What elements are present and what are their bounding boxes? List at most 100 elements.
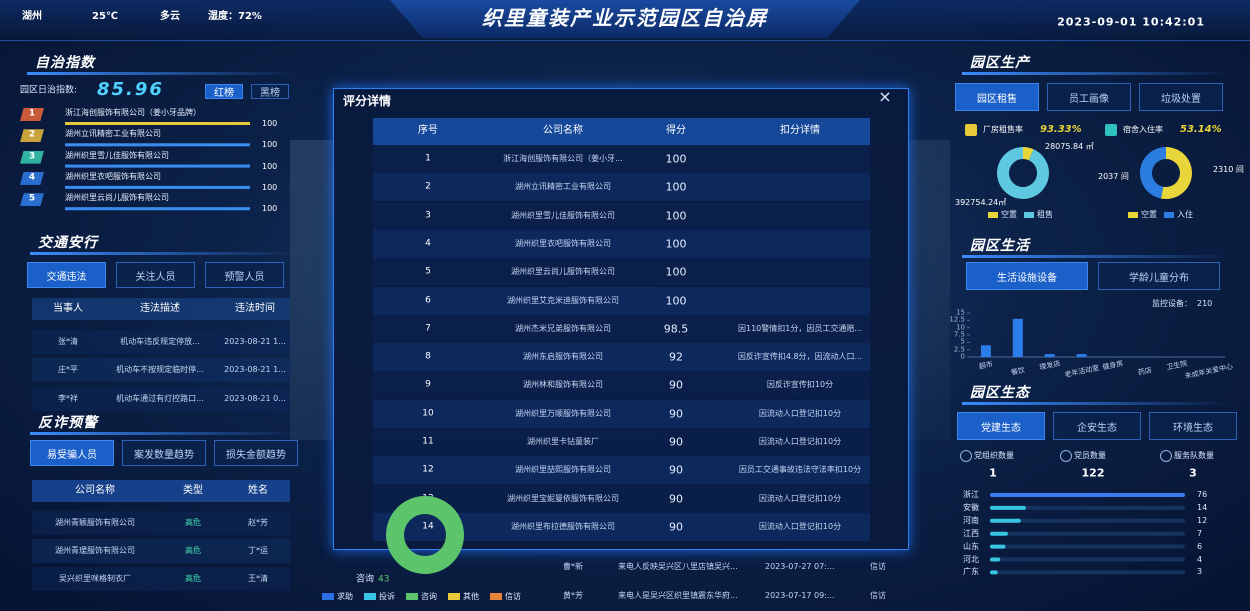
rank-badge xyxy=(20,129,44,143)
table-cell: 高危 xyxy=(185,546,201,555)
bar xyxy=(1076,354,1087,357)
donut-slice xyxy=(1140,147,1166,199)
company-name: 湖州织里雪儿佳服饰有限公司 xyxy=(511,210,615,220)
company-name: 浙江海创服饰有限公司（姜小牙品牌） xyxy=(65,108,201,117)
tab[interactable]: 易受骗人员 xyxy=(30,440,114,466)
rank-badge xyxy=(20,108,44,121)
ranking-value: 100 xyxy=(262,161,278,171)
y-tick-label: 0 xyxy=(960,352,965,361)
panel-title: 园区生产 xyxy=(970,55,1030,71)
tab[interactable]: 预警人员 xyxy=(205,262,284,288)
tab[interactable]: 垃圾处置 xyxy=(1139,83,1223,111)
tab[interactable]: 生活设施设备 xyxy=(966,262,1088,290)
company-name: 湖州织里卡钻童装厂 xyxy=(527,437,599,446)
stat-label: 服务队数量 xyxy=(1174,451,1214,460)
table-row xyxy=(32,387,290,411)
y-tick-label: 2.5 xyxy=(953,345,965,354)
company-name: 湖州织里万顺服饰有限公司 xyxy=(515,408,611,418)
tab[interactable]: 交通违法 xyxy=(27,262,106,288)
panel-title: 交通安行 xyxy=(38,235,98,251)
kpi-label: 厂房租售率 xyxy=(983,125,1023,134)
row-number: 12 xyxy=(422,464,434,475)
province-label: 河南 xyxy=(963,515,979,525)
table-cell: 高危 xyxy=(185,574,201,583)
deduction-detail: 因流动人口登记扣10分 xyxy=(758,493,842,503)
province-bar xyxy=(990,518,1021,523)
tab[interactable]: 案发数量趋势 xyxy=(122,440,206,466)
slice-label: 28075.84 ㎡ xyxy=(1045,142,1094,151)
legend-swatch xyxy=(448,593,460,600)
table-row xyxy=(373,399,870,428)
score: 100 xyxy=(665,294,687,307)
ranking-bar xyxy=(65,164,250,168)
bar xyxy=(1012,318,1023,357)
company-name: 湖州织里布拉德服饰有限公司 xyxy=(511,521,615,531)
close-button[interactable]: × xyxy=(878,87,892,106)
tab[interactable]: 企安生态 xyxy=(1053,412,1141,440)
row-number: 2 xyxy=(425,181,431,192)
rank-number: 5 xyxy=(28,193,36,204)
title-underline xyxy=(30,252,300,255)
ranking-bar xyxy=(65,122,250,125)
title-underline xyxy=(30,432,300,435)
deduction-detail: 因流动人口登记扣10分 xyxy=(758,408,842,418)
legend-label: 其他 xyxy=(463,592,479,601)
tab[interactable]: 学龄儿童分布 xyxy=(1098,262,1220,290)
tab[interactable]: 环境生态 xyxy=(1149,412,1237,440)
province-value: 6 xyxy=(1197,541,1203,551)
stat-label: 党员数量 xyxy=(1074,451,1106,460)
table-cell: 吴兴织里咪格制衣厂 xyxy=(59,574,131,583)
table-row xyxy=(373,173,870,202)
score-value: 85.96 xyxy=(97,79,164,100)
deduction-detail: 因流动人口登记扣10分 xyxy=(758,521,842,531)
table-cell: 2023-08-21 0... xyxy=(224,394,286,403)
legend-label: 信访 xyxy=(505,592,521,601)
slice-label: 2037 间 xyxy=(1098,172,1129,181)
province-value: 76 xyxy=(1197,490,1208,499)
deduction-detail: 因110警情扣1分，因员工交通赔... xyxy=(738,323,862,333)
table-cell: 湖州青颖服饰有限公司 xyxy=(55,518,135,527)
tab[interactable]: 党建生态 xyxy=(957,412,1045,440)
row-number: 7 xyxy=(425,323,431,334)
score: 90 xyxy=(669,492,683,506)
monitor-value: 210 xyxy=(1197,299,1213,308)
legend-swatch xyxy=(1164,212,1174,218)
tab[interactable]: 园区租售 xyxy=(955,83,1039,111)
ranking-value: 100 xyxy=(262,119,278,128)
legend-label: 投诉 xyxy=(379,592,395,601)
tab[interactable]: 红榜 xyxy=(205,84,243,99)
tab[interactable]: 员工画像 xyxy=(1047,83,1131,111)
province-label: 江西 xyxy=(963,528,979,538)
tab[interactable]: 关注人员 xyxy=(116,262,195,288)
stat-value: 1 xyxy=(989,466,997,480)
table-row xyxy=(32,539,290,563)
tab[interactable]: 损失金额趋势 xyxy=(214,440,298,466)
score: 90 xyxy=(669,378,683,392)
panel-title: 园区生态 xyxy=(970,385,1030,401)
table-header xyxy=(32,480,290,502)
row-number: 6 xyxy=(425,295,431,305)
table-cell: 丁*运 xyxy=(248,546,268,555)
slice-label: 2310 间 xyxy=(1213,165,1244,174)
table-cell: 张*清 xyxy=(58,337,78,346)
bar xyxy=(980,345,991,357)
kpi-value: 93.33% xyxy=(1040,124,1082,135)
panel-title: 反诈预警 xyxy=(38,415,98,431)
y-tick-label: 12.5 xyxy=(949,315,965,324)
table-row xyxy=(373,145,870,173)
location: 湖州 xyxy=(22,11,42,22)
column-header: 违法时间 xyxy=(235,303,275,314)
column-header: 扣分详情 xyxy=(780,125,820,136)
score: 100 xyxy=(665,237,687,251)
legend-label: 租售 xyxy=(1037,210,1053,219)
petition-cell: 2023-07-17 09:... xyxy=(765,591,835,600)
tab[interactable]: 黑榜 xyxy=(251,84,289,99)
table-row xyxy=(373,229,870,258)
table-cell: 2023-08-21 1... xyxy=(224,365,286,374)
score: 98.5 xyxy=(663,322,689,336)
table-cell: 机动车通过有灯控路口... xyxy=(116,394,204,403)
legend-swatch xyxy=(1128,212,1138,218)
kpi-label: 宿舍入住率 xyxy=(1123,125,1163,134)
province-label: 安徽 xyxy=(963,502,979,512)
score: 100 xyxy=(665,209,687,223)
